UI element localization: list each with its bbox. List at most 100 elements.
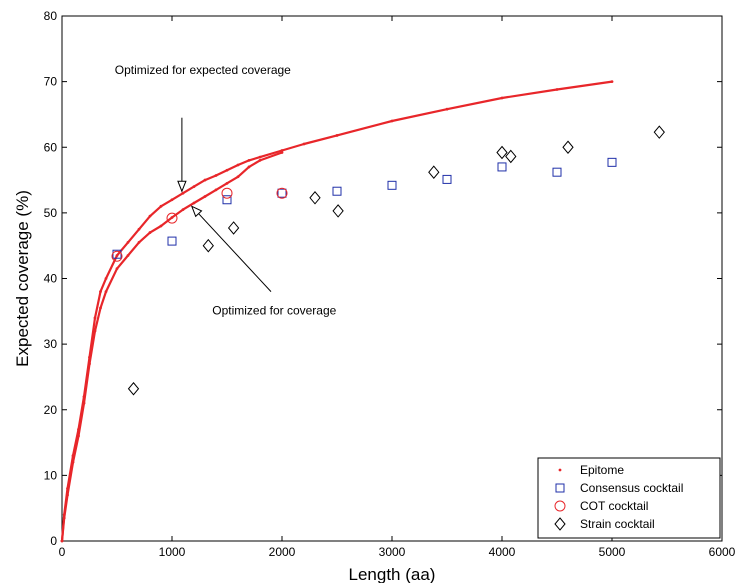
x-tick-label: 3000 [379,545,406,559]
epitome-point [170,198,174,202]
data-point [505,149,517,164]
epitome-point [104,290,108,294]
epitome-point [82,401,86,405]
epitome-point [159,204,163,208]
x-tick-label: 0 [59,545,66,559]
legend-label: Strain cocktail [580,517,655,531]
data-point [653,125,665,139]
annotation-2: Optimized for coverage [190,205,337,318]
epitome-point [214,188,218,192]
plot-marks [60,80,665,543]
epitome-point [302,142,306,146]
y-tick-label: 50 [44,206,58,220]
legend-marker [555,483,565,493]
x-tick-label: 5000 [599,545,626,559]
tick-labels: 0 1000 2000 3000 4000 5000 6000 0 10 20 30 40 50 60 70… [44,9,736,559]
legend-marker [558,468,562,472]
data-point [111,250,123,262]
epitome-point [148,214,152,218]
data-point [221,187,233,199]
data-point [428,165,440,179]
epitome-point [99,290,102,294]
legend-item: Consensus cocktail [555,481,683,495]
data-point [387,180,397,190]
epitome-point [555,88,559,91]
annotation-text: Optimized for coverage [212,304,336,318]
series-consensus-cocktail [112,157,617,259]
legend-label: Consensus cocktail [580,481,683,495]
epitome-point [203,178,207,182]
data-point [442,174,452,184]
data-point [277,188,287,198]
y-tick-label: 10 [44,468,58,482]
x-tick-label: 6000 [709,545,736,559]
epitome-point [247,158,251,162]
epitome-point [60,539,64,543]
y-tick-label: 30 [44,337,58,351]
data-point [309,191,321,205]
annotations: Optimized for expected coverage Optimized… [115,63,337,318]
y-tick-label: 60 [44,140,58,154]
data-point [167,236,177,246]
annotation-arrowhead [177,180,187,193]
annotation-text: Optimized for expected coverage [115,63,291,77]
legend: Epitome Consensus cocktail COT cocktail Str… [537,457,721,539]
epitome-point [126,254,130,257]
data-point [496,145,508,160]
y-tick-label: 0 [50,534,57,548]
data-point [552,167,562,177]
epitome-point [390,119,394,123]
epitome-point [148,231,152,234]
data-point [222,195,232,205]
epitome-point [181,191,185,195]
epitome-point [62,516,66,520]
epitome-point [115,267,119,271]
epitome-point [610,80,614,84]
epitome-point [181,208,185,211]
epitome-point [225,181,229,185]
epitome-point [93,316,97,320]
x-tick-label: 2000 [269,545,296,559]
data-point [607,157,617,167]
data-point [276,187,288,199]
epitome-point [280,151,284,154]
epitome-point [258,158,262,162]
data-point [562,140,574,155]
epitome-point [99,306,102,310]
epitome-point [137,227,141,231]
y-tick-label: 20 [44,403,58,417]
epitome-curve-line [60,151,283,542]
epitome-point [247,165,251,169]
data-point [332,186,342,196]
epitome-point [192,185,196,189]
legend-marker [554,517,566,531]
epitome-point [88,362,91,366]
data-point [127,381,140,396]
series-strain-cocktail [127,125,665,396]
legend-item: COT cocktail [554,499,648,513]
epitome-point [225,168,229,172]
tick-marks [61,15,723,542]
x-tick-label: 1000 [159,545,186,559]
epitome-point [445,107,449,111]
epitome-point [203,195,207,198]
legend-marker [554,500,566,512]
epitome-point [335,134,339,137]
epitome-point [170,216,174,219]
epitome-point [258,155,262,159]
data-point [166,212,178,224]
legend-label: Epitome [580,463,624,477]
epitome-point [159,224,163,228]
annotation-1: Optimized for expected coverage [115,63,291,193]
data-point [227,221,240,235]
y-axis-title: Expected coverage (%) [13,190,32,367]
epitome-point [236,163,240,167]
y-tick-label: 70 [44,75,58,89]
epitome-point [66,493,69,497]
data-point [112,249,122,259]
epitome-point [192,201,196,205]
epitome-point [71,460,75,464]
epitome-point [115,254,119,257]
epitome-point [104,277,108,280]
